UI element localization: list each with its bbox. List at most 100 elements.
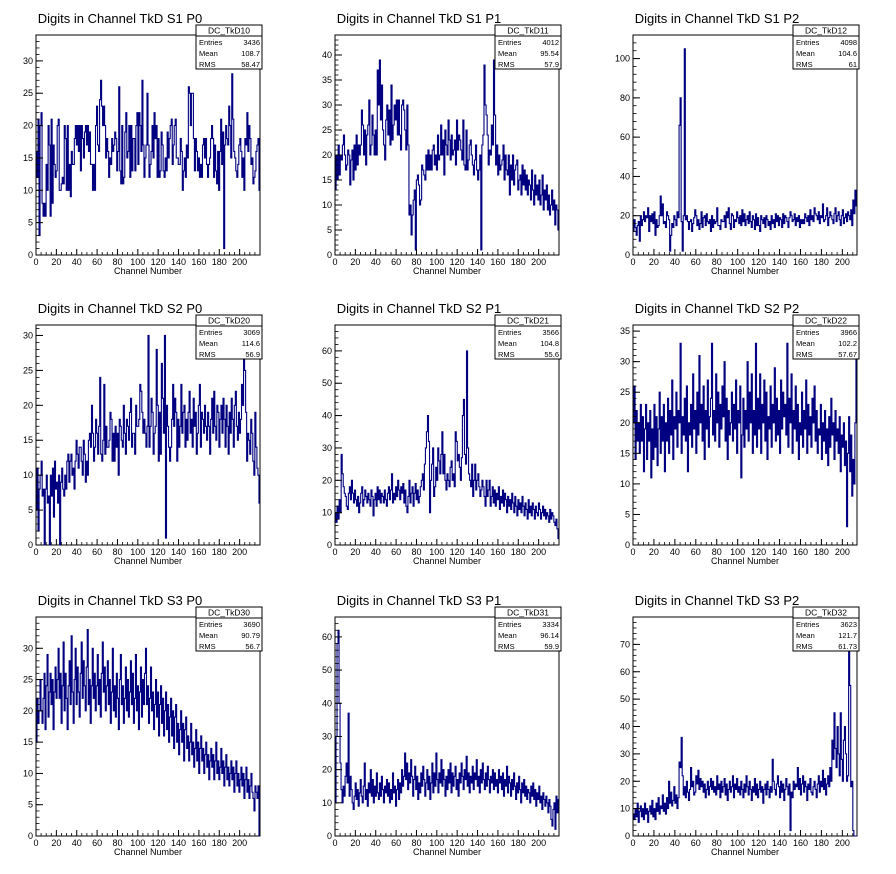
stats-value: 90.79: [241, 631, 260, 640]
stats-label: RMS: [498, 60, 515, 69]
stats-box-name: DC_TkD11: [507, 26, 549, 36]
stats-label: Mean: [199, 49, 218, 58]
histogram-line: [633, 48, 857, 252]
stats-value: 3690: [243, 620, 260, 629]
stats-value: 4012: [542, 38, 559, 47]
y-tick-label: 70: [620, 639, 630, 649]
x-tick-label: 20: [51, 838, 61, 848]
stats-box-frame: [195, 24, 263, 70]
x-tick-label: 180: [511, 257, 526, 267]
x-tick-label: 40: [670, 547, 680, 557]
stats-label: Mean: [199, 339, 218, 348]
y-tick-label: 25: [620, 387, 630, 397]
y-tick-label: 30: [322, 100, 332, 110]
x-tick-label: 160: [490, 547, 505, 557]
y-tick-label: 40: [322, 698, 332, 708]
stats-box-name: DC_TkD12: [805, 26, 847, 36]
stats-box: DC_TkD11 Entries 4012 Mean 95.54 RMS 57.9: [494, 24, 562, 70]
stats-label: RMS: [796, 350, 813, 359]
stats-label: Mean: [199, 631, 218, 640]
stats-value: 104.6: [838, 49, 857, 58]
x-tick-label: 120: [751, 547, 766, 557]
x-tick-label: 80: [112, 257, 122, 267]
y-tick-label: 0: [327, 831, 332, 841]
x-tick-label: 0: [332, 547, 337, 557]
stats-box: DC_TkD30 Entries 3690 Mean 90.79 RMS 56.7: [195, 606, 263, 652]
x-tick-label: 160: [490, 838, 505, 848]
stats-label: Mean: [498, 49, 517, 58]
x-tick-label: 60: [691, 257, 701, 267]
y-tick-label: 30: [23, 56, 33, 66]
histogram-panel: Digits in Channel TkD S1 P00 20 40 60 80 100 1…: [23, 11, 263, 276]
x-tick-label: 120: [151, 257, 166, 267]
x-tick-label: 60: [691, 838, 701, 848]
stats-value: 108.7: [241, 49, 260, 58]
stats-box-frame: [494, 314, 562, 360]
histogram-line: [335, 59, 559, 251]
stats-label: RMS: [199, 60, 216, 69]
stats-value: 121.7: [838, 631, 857, 640]
x-tick-label: 120: [151, 547, 166, 557]
stats-label: Entries: [199, 38, 223, 47]
x-tick-label: 20: [51, 547, 61, 557]
x-tick-label: 160: [793, 257, 808, 267]
stats-label: Entries: [498, 38, 522, 47]
y-tick-label: 20: [322, 765, 332, 775]
y-tick-label: 30: [322, 731, 332, 741]
stats-value: 104.8: [540, 339, 559, 348]
x-tick-label: 80: [112, 838, 122, 848]
stats-box: DC_TkD21 Entries 3566 Mean 104.8 RMS 55.6: [494, 314, 562, 360]
histogram-line: [335, 350, 559, 540]
y-tick-label: 5: [28, 800, 33, 810]
stats-box-frame: [494, 24, 562, 70]
x-tick-label: 140: [171, 257, 186, 267]
x-tick-label: 200: [531, 838, 546, 848]
stats-value: 59.9: [544, 642, 559, 651]
y-tick-label: 25: [23, 88, 33, 98]
stats-value: 3436: [243, 38, 260, 47]
stats-box-frame: [792, 24, 860, 70]
panel-title: Digits in Channel TkD S3 P1: [337, 593, 502, 608]
x-tick-label: 120: [450, 257, 465, 267]
stats-label: RMS: [199, 350, 216, 359]
y-tick-label: 0: [28, 250, 33, 260]
stats-label: Entries: [498, 328, 522, 337]
x-tick-label: 160: [793, 547, 808, 557]
x-tick-label: 20: [649, 547, 659, 557]
x-tick-label: 60: [691, 547, 701, 557]
stats-label: RMS: [498, 350, 515, 359]
x-tick-label: 100: [730, 838, 745, 848]
y-tick-label: 10: [620, 479, 630, 489]
x-axis-label: Channel Number: [413, 847, 481, 857]
y-tick-label: 5: [327, 225, 332, 235]
stats-value: 61: [849, 60, 857, 69]
stats-label: RMS: [796, 60, 813, 69]
stats-box-name: DC_TkD21: [507, 316, 549, 326]
panel-title: Digits in Channel TkD S1 P0: [38, 11, 203, 26]
stats-box-frame: [792, 606, 860, 652]
x-tick-label: 40: [371, 257, 381, 267]
x-axis-label: Channel Number: [413, 266, 481, 276]
x-tick-label: 100: [130, 547, 145, 557]
stats-box-name: DC_TkD30: [208, 608, 250, 618]
panel-title: Digits in Channel TkD S2 P2: [635, 301, 800, 316]
y-tick-label: 10: [23, 185, 33, 195]
x-tick-label: 60: [92, 257, 102, 267]
stats-value: 3623: [840, 620, 857, 629]
x-tick-label: 80: [712, 547, 722, 557]
y-tick-label: 100: [615, 54, 630, 64]
x-tick-label: 140: [470, 838, 485, 848]
stats-box-frame: [195, 606, 263, 652]
x-tick-label: 60: [391, 838, 401, 848]
x-tick-label: 60: [391, 257, 401, 267]
x-tick-label: 200: [835, 257, 850, 267]
stats-box-frame: [792, 314, 860, 360]
panel-title: Digits in Channel TkD S2 P1: [337, 301, 502, 316]
x-tick-label: 20: [350, 257, 360, 267]
x-tick-label: 60: [391, 547, 401, 557]
y-tick-label: 15: [23, 435, 33, 445]
x-tick-label: 120: [450, 838, 465, 848]
x-tick-label: 160: [191, 838, 206, 848]
x-tick-label: 20: [350, 547, 360, 557]
x-tick-label: 140: [171, 547, 186, 557]
